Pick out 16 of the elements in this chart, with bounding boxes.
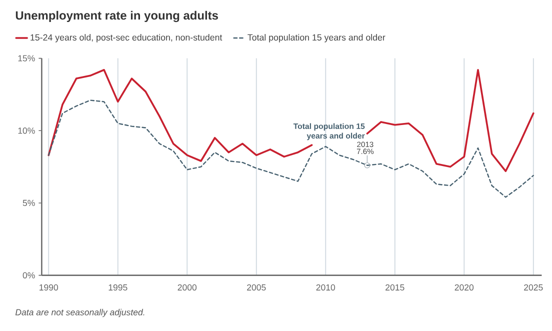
x-tick-label: 2015 bbox=[386, 284, 404, 291]
legend-label: 15-24 years old, post-sec education, non-student bbox=[30, 34, 222, 42]
x-tick-label: 1995 bbox=[108, 284, 128, 291]
y-tick-label: 5% bbox=[22, 200, 35, 206]
x-tick-label: 2010 bbox=[316, 284, 336, 291]
x-tick-label: 1990 bbox=[40, 284, 58, 291]
y-tick-label: 0% bbox=[22, 272, 35, 278]
legend-label: Total population 15 years and older bbox=[248, 34, 386, 42]
x-tick-label: 2020 bbox=[454, 284, 474, 291]
x-tick-label: 2000 bbox=[178, 284, 197, 291]
y-tick-label: 10% bbox=[18, 128, 35, 134]
text: Data are not seasonally adjusted. bbox=[15, 308, 144, 318]
x-tick-label: 2025 bbox=[524, 284, 543, 291]
chart-title: Unemployment rate in young adults bbox=[16, 10, 218, 22]
y-tick-label: 15% bbox=[18, 55, 35, 62]
x-tick-label: 2005 bbox=[247, 284, 266, 291]
